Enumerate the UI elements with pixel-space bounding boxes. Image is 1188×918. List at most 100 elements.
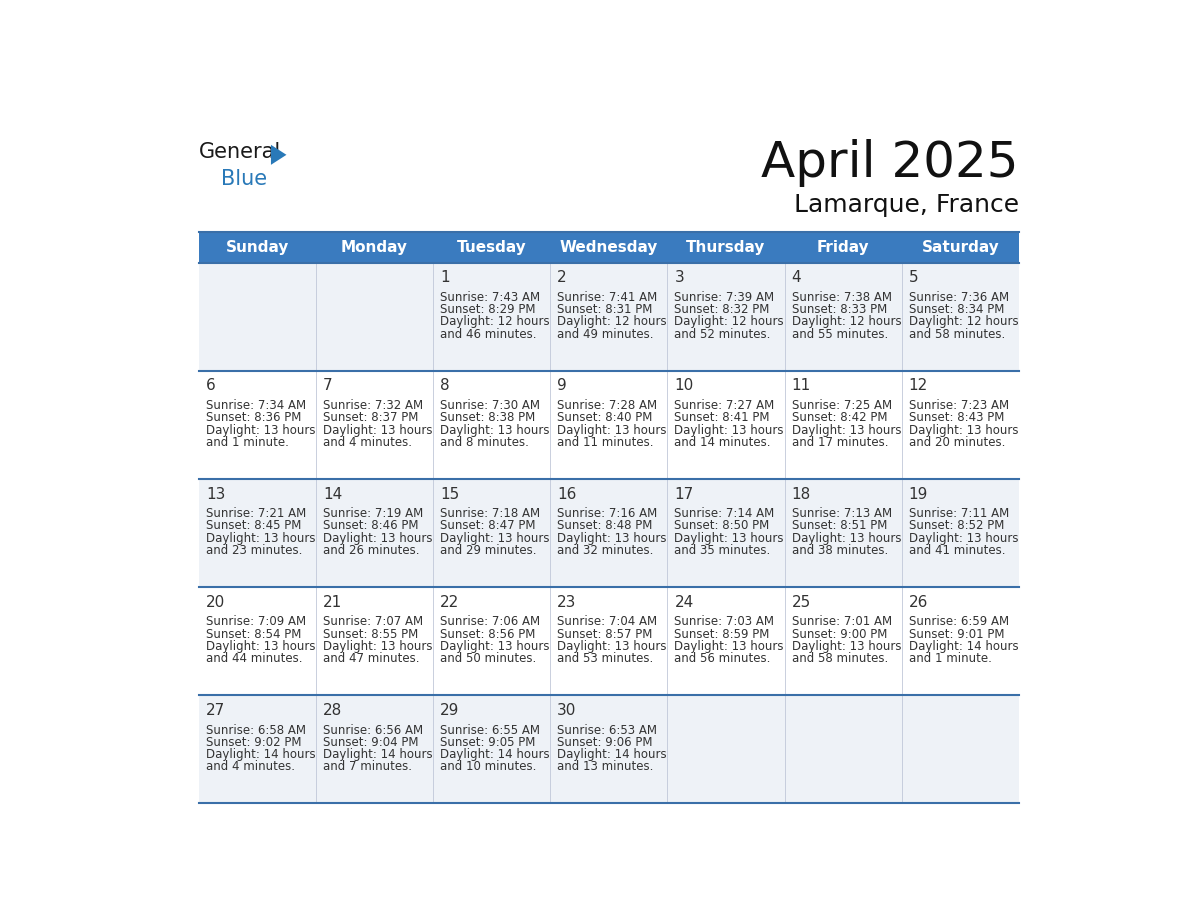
Text: Sunrise: 7:01 AM: Sunrise: 7:01 AM — [791, 615, 892, 629]
Text: 29: 29 — [440, 703, 460, 718]
Text: and 29 minutes.: and 29 minutes. — [440, 543, 537, 557]
Text: Sunset: 8:31 PM: Sunset: 8:31 PM — [557, 303, 652, 317]
Text: Sunset: 8:46 PM: Sunset: 8:46 PM — [323, 520, 418, 532]
Text: Sunset: 8:48 PM: Sunset: 8:48 PM — [557, 520, 652, 532]
Text: Sunrise: 7:41 AM: Sunrise: 7:41 AM — [557, 291, 657, 304]
Text: 10: 10 — [675, 378, 694, 394]
Text: and 47 minutes.: and 47 minutes. — [323, 652, 419, 665]
Text: Sunset: 8:37 PM: Sunset: 8:37 PM — [323, 411, 418, 424]
Text: Sunrise: 7:36 AM: Sunrise: 7:36 AM — [909, 291, 1009, 304]
Text: Sunset: 8:51 PM: Sunset: 8:51 PM — [791, 520, 887, 532]
Text: 13: 13 — [206, 487, 226, 501]
Text: Daylight: 13 hours: Daylight: 13 hours — [909, 532, 1018, 544]
Text: Sunrise: 6:59 AM: Sunrise: 6:59 AM — [909, 615, 1009, 629]
Text: Wednesday: Wednesday — [560, 240, 658, 254]
Text: General: General — [198, 142, 282, 162]
Text: and 32 minutes.: and 32 minutes. — [557, 543, 653, 557]
Text: Daylight: 12 hours: Daylight: 12 hours — [909, 316, 1018, 329]
Text: Daylight: 13 hours: Daylight: 13 hours — [557, 423, 666, 437]
Text: Daylight: 13 hours: Daylight: 13 hours — [675, 532, 784, 544]
Bar — [198, 263, 1019, 371]
Text: Sunset: 8:29 PM: Sunset: 8:29 PM — [440, 303, 536, 317]
Text: Sunrise: 7:16 AM: Sunrise: 7:16 AM — [557, 508, 657, 521]
Text: and 4 minutes.: and 4 minutes. — [206, 760, 295, 773]
Text: 22: 22 — [440, 595, 460, 610]
Text: and 4 minutes.: and 4 minutes. — [323, 436, 412, 449]
Text: and 35 minutes.: and 35 minutes. — [675, 543, 771, 557]
Text: Daylight: 12 hours: Daylight: 12 hours — [675, 316, 784, 329]
Text: Daylight: 14 hours: Daylight: 14 hours — [909, 640, 1018, 653]
Text: and 11 minutes.: and 11 minutes. — [557, 436, 653, 449]
Text: 26: 26 — [909, 595, 928, 610]
Text: 7: 7 — [323, 378, 333, 394]
Text: 1: 1 — [440, 270, 450, 285]
Text: Sunset: 9:02 PM: Sunset: 9:02 PM — [206, 735, 302, 749]
Text: Lamarque, France: Lamarque, France — [794, 194, 1019, 218]
Text: Sunrise: 7:38 AM: Sunrise: 7:38 AM — [791, 291, 891, 304]
Text: Sunset: 8:41 PM: Sunset: 8:41 PM — [675, 411, 770, 424]
Text: Sunset: 8:32 PM: Sunset: 8:32 PM — [675, 303, 770, 317]
Text: Saturday: Saturday — [922, 240, 999, 254]
Text: Sunset: 9:05 PM: Sunset: 9:05 PM — [440, 735, 536, 749]
Text: 12: 12 — [909, 378, 928, 394]
Text: Sunset: 8:56 PM: Sunset: 8:56 PM — [440, 628, 536, 641]
Text: Sunset: 8:52 PM: Sunset: 8:52 PM — [909, 520, 1004, 532]
Text: Sunset: 8:59 PM: Sunset: 8:59 PM — [675, 628, 770, 641]
Text: Sunrise: 7:25 AM: Sunrise: 7:25 AM — [791, 399, 892, 412]
Text: Daylight: 13 hours: Daylight: 13 hours — [323, 532, 432, 544]
Text: Sunset: 8:55 PM: Sunset: 8:55 PM — [323, 628, 418, 641]
Text: Sunrise: 7:09 AM: Sunrise: 7:09 AM — [206, 615, 307, 629]
Text: 16: 16 — [557, 487, 576, 501]
Text: Sunrise: 6:55 AM: Sunrise: 6:55 AM — [440, 723, 541, 736]
Text: Sunrise: 7:32 AM: Sunrise: 7:32 AM — [323, 399, 423, 412]
Text: Daylight: 13 hours: Daylight: 13 hours — [440, 640, 550, 653]
Text: 6: 6 — [206, 378, 215, 394]
Text: 8: 8 — [440, 378, 450, 394]
Text: 20: 20 — [206, 595, 225, 610]
Text: Sunrise: 7:39 AM: Sunrise: 7:39 AM — [675, 291, 775, 304]
Bar — [198, 479, 1019, 587]
Text: Daylight: 13 hours: Daylight: 13 hours — [791, 423, 901, 437]
Text: Daylight: 14 hours: Daylight: 14 hours — [206, 748, 316, 761]
Text: and 1 minute.: and 1 minute. — [909, 652, 992, 665]
Text: 23: 23 — [557, 595, 576, 610]
Text: Daylight: 13 hours: Daylight: 13 hours — [557, 640, 666, 653]
Text: Daylight: 12 hours: Daylight: 12 hours — [557, 316, 666, 329]
Text: Sunset: 8:54 PM: Sunset: 8:54 PM — [206, 628, 302, 641]
Text: Sunset: 8:57 PM: Sunset: 8:57 PM — [557, 628, 652, 641]
Text: Sunrise: 7:11 AM: Sunrise: 7:11 AM — [909, 508, 1009, 521]
Text: and 26 minutes.: and 26 minutes. — [323, 543, 419, 557]
Text: Sunrise: 7:14 AM: Sunrise: 7:14 AM — [675, 508, 775, 521]
Text: Sunrise: 6:56 AM: Sunrise: 6:56 AM — [323, 723, 423, 736]
Text: Daylight: 13 hours: Daylight: 13 hours — [323, 640, 432, 653]
Text: Sunrise: 7:21 AM: Sunrise: 7:21 AM — [206, 508, 307, 521]
Text: 19: 19 — [909, 487, 928, 501]
Text: Daylight: 13 hours: Daylight: 13 hours — [675, 423, 784, 437]
Text: Monday: Monday — [341, 240, 409, 254]
Text: 21: 21 — [323, 595, 342, 610]
Text: and 7 minutes.: and 7 minutes. — [323, 760, 412, 773]
Text: April 2025: April 2025 — [762, 140, 1019, 187]
Text: Daylight: 13 hours: Daylight: 13 hours — [206, 423, 315, 437]
Text: Sunrise: 7:23 AM: Sunrise: 7:23 AM — [909, 399, 1009, 412]
Polygon shape — [271, 145, 286, 165]
Text: Sunrise: 7:03 AM: Sunrise: 7:03 AM — [675, 615, 775, 629]
Text: and 13 minutes.: and 13 minutes. — [557, 760, 653, 773]
Text: 17: 17 — [675, 487, 694, 501]
Text: 14: 14 — [323, 487, 342, 501]
Text: Sunrise: 7:04 AM: Sunrise: 7:04 AM — [557, 615, 657, 629]
Text: Sunset: 9:00 PM: Sunset: 9:00 PM — [791, 628, 887, 641]
Text: 11: 11 — [791, 378, 810, 394]
Text: Daylight: 13 hours: Daylight: 13 hours — [323, 423, 432, 437]
Text: Sunrise: 6:53 AM: Sunrise: 6:53 AM — [557, 723, 657, 736]
Bar — [198, 232, 1019, 263]
Text: Sunrise: 7:27 AM: Sunrise: 7:27 AM — [675, 399, 775, 412]
Text: Sunset: 9:04 PM: Sunset: 9:04 PM — [323, 735, 418, 749]
Text: Daylight: 13 hours: Daylight: 13 hours — [791, 640, 901, 653]
Text: 24: 24 — [675, 595, 694, 610]
Text: Sunset: 9:06 PM: Sunset: 9:06 PM — [557, 735, 652, 749]
Text: and 14 minutes.: and 14 minutes. — [675, 436, 771, 449]
Text: Sunrise: 7:34 AM: Sunrise: 7:34 AM — [206, 399, 307, 412]
Text: 5: 5 — [909, 270, 918, 285]
Text: Blue: Blue — [221, 170, 266, 189]
